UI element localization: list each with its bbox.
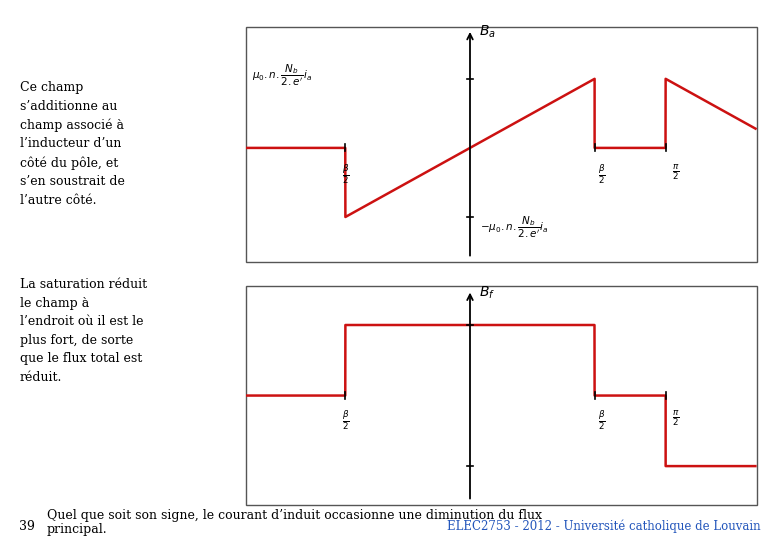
Text: ELEC2753 - 2012 - Université catholique de Louvain: ELEC2753 - 2012 - Université catholique … [447,519,760,534]
Text: $\frac{\pi}{2}$: $\frac{\pi}{2}$ [672,408,679,428]
Text: La saturation réduit
le champ à
l’endroit où il est le
plus fort, de sorte
que l: La saturation réduit le champ à l’endroi… [20,278,147,383]
Text: $\frac{\pi}{2}$: $\frac{\pi}{2}$ [672,163,679,183]
Text: $\frac{\beta}{2}$: $\frac{\beta}{2}$ [342,163,349,186]
Text: $B_a$: $B_a$ [479,24,495,40]
Text: $\frac{\beta}{2}$: $\frac{\beta}{2}$ [598,163,606,186]
Text: $B_f$: $B_f$ [479,285,495,301]
Text: $\theta$: $\theta$ [779,388,780,403]
Text: $\theta$: $\theta$ [779,140,780,156]
Text: principal.: principal. [47,523,108,536]
Text: $\frac{\beta}{2}$: $\frac{\beta}{2}$ [598,408,606,431]
Text: $\frac{\beta}{2}$: $\frac{\beta}{2}$ [342,408,349,431]
Text: $\mu_0.n.\dfrac{N_b}{2.e^{\prime}}i_a$: $\mu_0.n.\dfrac{N_b}{2.e^{\prime}}i_a$ [252,63,312,88]
Text: $-\mu_0.n.\dfrac{N_b}{2.e^{\prime}}i_a$: $-\mu_0.n.\dfrac{N_b}{2.e^{\prime}}i_a$ [480,214,548,240]
Text: 39: 39 [20,520,35,533]
Text: Quel que soit son signe, le courant d’induit occasionne une diminution du flux: Quel que soit son signe, le courant d’in… [47,509,542,522]
Text: Ce champ
s’additionne au
champ associé à
l’inducteur d’un
côté du pôle, et
s’en : Ce champ s’additionne au champ associé à… [20,81,124,206]
